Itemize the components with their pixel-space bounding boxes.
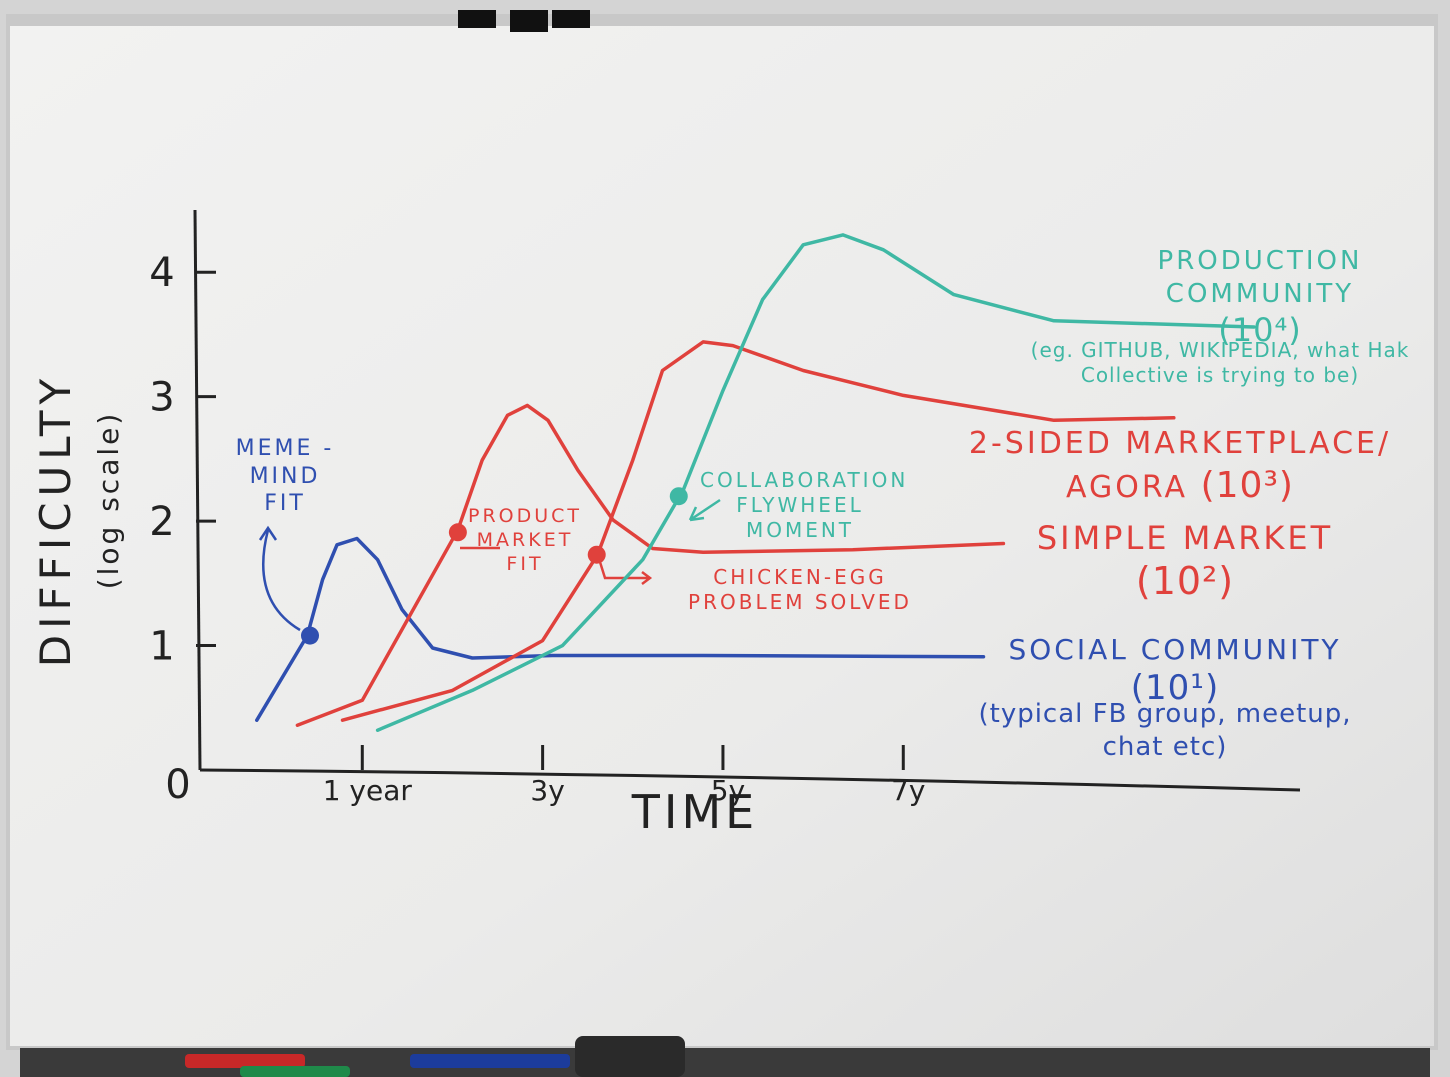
annotation-point [670, 487, 688, 505]
series-name: SIMPLE MARKET [1037, 519, 1333, 557]
x-tick-label: 3y [530, 774, 564, 807]
annotation: PRODUCT MARKET FIT [460, 505, 590, 576]
marker [185, 1054, 305, 1068]
magnet [552, 10, 590, 28]
series-label: PRODUCTION COMMUNITY (10⁴) [1120, 245, 1400, 350]
magnet [510, 10, 548, 32]
series-note: (typical FB group, meetup, chat etc) [975, 698, 1355, 763]
y-tick-label: 2 [149, 499, 174, 545]
annotation-point [588, 546, 606, 564]
y-axis-sublabel: (log scale) [92, 411, 125, 590]
series-name: SOCIAL COMMUNITY [1008, 633, 1341, 666]
annotation-text: CHICKEN-EGG PROBLEM SOLVED [688, 565, 912, 614]
magnet [458, 10, 496, 28]
x-tick-label: 7y [891, 774, 925, 807]
y-tick-label: 4 [149, 250, 174, 296]
annotation-text: PRODUCT MARKET FIT [468, 505, 582, 575]
series-name: 2-SIDED MARKETPLACE/ AGORA [969, 426, 1391, 505]
marker [240, 1066, 350, 1077]
annotation: CHICKEN-EGG PROBLEM SOLVED [650, 565, 950, 615]
y-tick-label: 1 [149, 624, 174, 670]
marker [410, 1054, 570, 1068]
series-scale: (10³) [1201, 465, 1294, 506]
x-tick-label: 5y [711, 774, 745, 807]
whiteboard-photo: DIFFICULTY (log scale) TIME 012341 year3… [0, 0, 1450, 1077]
series-name: PRODUCTION COMMUNITY [1158, 246, 1363, 309]
annotation: COLLABORATION FLYWHEEL MOMENT [700, 468, 900, 543]
eraser [575, 1036, 685, 1077]
annotation: MEME -MIND FIT [225, 435, 345, 518]
annotation-point [301, 627, 319, 645]
annotation-text: COLLABORATION FLYWHEEL MOMENT [700, 468, 908, 542]
series-note: (eg. GITHUB, WIKIPEDIA, what Hak Collect… [1030, 338, 1410, 388]
series-note-text: (typical FB group, meetup, chat etc) [978, 699, 1351, 762]
series-note-text: (eg. GITHUB, WIKIPEDIA, what Hak Collect… [1031, 338, 1410, 387]
series-label: SIMPLE MARKET (10²) [1005, 518, 1365, 606]
x-tick-label: 1 year [323, 774, 413, 807]
y-tick-label: 0 [165, 762, 190, 808]
annotation-text: MEME -MIND FIT [236, 436, 335, 516]
y-tick-label: 3 [149, 375, 174, 421]
series-scale: (10²) [1136, 559, 1234, 603]
series-label: 2-SIDED MARKETPLACE/ AGORA (10³) [950, 425, 1410, 508]
y-axis-label: DIFFICULTY [31, 373, 80, 667]
